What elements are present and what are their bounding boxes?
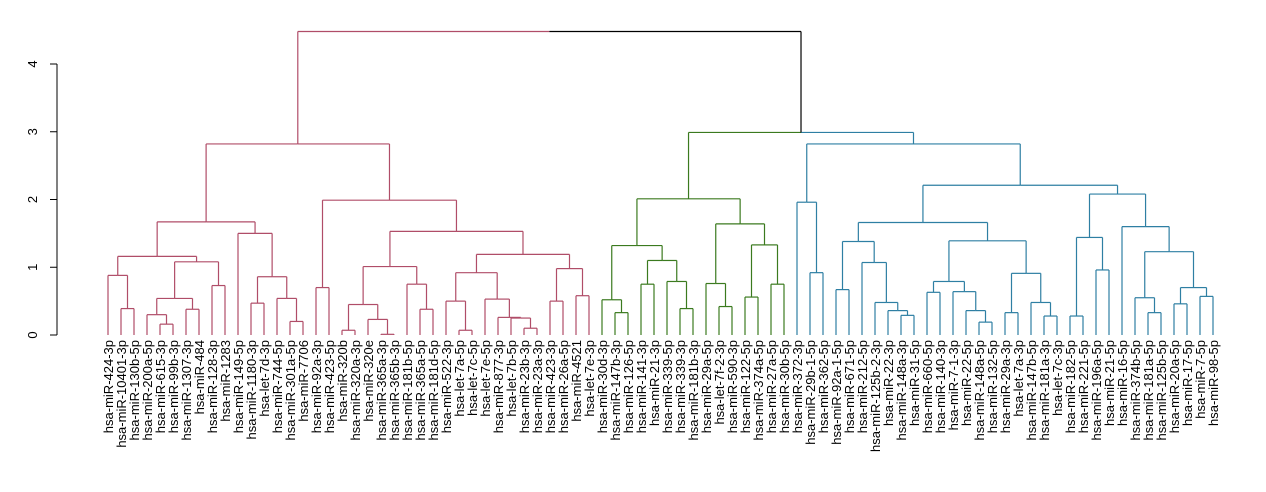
leaf-label: hsa-miR-1307-3p bbox=[179, 340, 194, 440]
leaf-label: hsa-miR-29a-5p bbox=[699, 340, 714, 433]
leaf-label: hsa-miR-320a-3p bbox=[348, 340, 363, 440]
leaf-label: hsa-let-7a-3p bbox=[1011, 340, 1026, 417]
leaf-label: hsa-miR-30d-3p bbox=[595, 340, 610, 433]
leaf-label: hsa-miR-98-5p bbox=[1206, 340, 1221, 426]
leaf-label: hsa-miR-26a-5p bbox=[556, 340, 571, 433]
leaf-label: hsa-miR-423-3p bbox=[543, 340, 558, 433]
y-tick-label: 2 bbox=[25, 196, 40, 203]
leaf-label: hsa-miR-29a-3p bbox=[998, 340, 1013, 433]
leaf-label: hsa-miR-30b-5p bbox=[777, 340, 792, 433]
leaf-label: hsa-miR-1180-3p bbox=[244, 340, 259, 439]
leaf-label: hsa-miR-22-3p bbox=[881, 340, 896, 426]
leaf-label: hsa-miR-21-5p bbox=[1102, 340, 1117, 426]
leaf-label: hsa-miR-147b-5p bbox=[1024, 340, 1039, 440]
leaf-labels: hsa-miR-424-3phsa-miR-10401-3phsa-miR-13… bbox=[101, 340, 1221, 452]
y-tick-label: 0 bbox=[25, 331, 40, 338]
leaf-label: hsa-miR-10401-3p bbox=[114, 340, 129, 448]
y-tick-label: 1 bbox=[25, 264, 40, 271]
leaf-label: hsa-miR-16-5p bbox=[1115, 340, 1130, 426]
leaf-label: hsa-miR-365a-3p bbox=[374, 340, 389, 440]
leaf-label: hsa-miR-1283 bbox=[218, 340, 233, 422]
leaf-label: hsa-miR-128-3p bbox=[205, 340, 220, 433]
leaf-label: hsa-miR-22-5p bbox=[959, 340, 974, 426]
leaf-label: hsa-let-7c-5p bbox=[465, 340, 480, 416]
leaf-label: hsa-miR-147b-3p bbox=[608, 340, 623, 440]
leaf-label: hsa-miR-221-5p bbox=[1076, 340, 1091, 433]
leaf-label: hsa-miR-126-5p bbox=[621, 340, 636, 433]
y-tick-label: 4 bbox=[25, 60, 40, 67]
leaf-label: hsa-miR-181a-3p bbox=[1037, 340, 1052, 440]
leaf-label: hsa-miR-140-3p bbox=[933, 340, 948, 433]
leaf-label: hsa-miR-182-5p bbox=[1063, 340, 1078, 433]
leaf-label: hsa-let-7e-5p bbox=[478, 340, 493, 417]
leaf-label: hsa-miR-181b-5p bbox=[400, 340, 415, 440]
leaf-label: hsa-miR-374a-5p bbox=[751, 340, 766, 440]
leaf-label: hsa-miR-877-3p bbox=[491, 340, 506, 433]
leaf-label: hsa-miR-374b-5p bbox=[1128, 340, 1143, 440]
y-tick-label: 3 bbox=[25, 128, 40, 135]
leaf-label: hsa-miR-365a-5p bbox=[413, 340, 428, 440]
leaf-label: hsa-miR-7-5p bbox=[1193, 340, 1208, 419]
leaf-label: hsa-miR-181a-5p bbox=[1141, 340, 1156, 440]
leaf-label: hsa-miR-4521 bbox=[569, 340, 584, 422]
leaf-label: hsa-miR-320b bbox=[335, 340, 350, 422]
leaf-label: hsa-let-7f-2-3p bbox=[712, 340, 727, 425]
leaf-label: hsa-let-7d-3p bbox=[257, 340, 272, 417]
leaf-label: hsa-miR-484 bbox=[192, 340, 207, 414]
leaf-label: hsa-miR-423-5p bbox=[322, 340, 337, 433]
leaf-label: hsa-miR-141-3p bbox=[634, 340, 649, 433]
leaf-label: hsa-miR-365b-3p bbox=[387, 340, 402, 440]
leaf-label: hsa-miR-320e bbox=[361, 340, 376, 422]
leaf-label: hsa-miR-149-5p bbox=[231, 340, 246, 433]
leaf-label: hsa-miR-148a-5p bbox=[972, 340, 987, 440]
leaf-label: hsa-miR-23b-3p bbox=[517, 340, 532, 433]
leaf-label: hsa-miR-23a-3p bbox=[530, 340, 545, 433]
leaf-label: hsa-miR-671-5p bbox=[842, 340, 857, 433]
leaf-label: hsa-miR-7-1-3p bbox=[946, 340, 961, 430]
leaf-label: hsa-miR-744-5p bbox=[270, 340, 285, 433]
leaf-label: hsa-miR-7706 bbox=[296, 340, 311, 422]
leaf-label: hsa-miR-301a-5p bbox=[283, 340, 298, 440]
leaf-label: hsa-miR-660-5p bbox=[920, 340, 935, 433]
leaf-label: hsa-miR-92a-3p bbox=[309, 340, 324, 433]
leaf-label: hsa-miR-21-3p bbox=[647, 340, 662, 426]
dendrogram-branches bbox=[107, 30, 1214, 335]
leaf-label: hsa-miR-125b-2-3p bbox=[868, 340, 883, 452]
leaf-label: hsa-miR-92a-1-5p bbox=[829, 340, 844, 445]
leaf-label: hsa-miR-27a-5p bbox=[764, 340, 779, 433]
leaf-label: hsa-miR-29b-1-5p bbox=[803, 340, 818, 445]
leaf-label: hsa-miR-125b-5p bbox=[1154, 340, 1169, 440]
leaf-label: hsa-let-7c-3p bbox=[1050, 340, 1065, 416]
leaf-label: hsa-let-7a-5p bbox=[452, 340, 467, 417]
leaf-label: hsa-miR-200a-5p bbox=[140, 340, 155, 440]
leaf-label: hsa-miR-372-3p bbox=[790, 340, 805, 433]
leaf-label: hsa-miR-196a-5p bbox=[1089, 340, 1104, 440]
leaf-label: hsa-miR-148a-3p bbox=[894, 340, 909, 440]
leaf-label: hsa-let-7e-3p bbox=[582, 340, 597, 417]
leaf-label: hsa-miR-362-5p bbox=[816, 340, 831, 433]
leaf-label: hsa-miR-122-5p bbox=[738, 340, 753, 433]
leaf-label: hsa-let-7b-5p bbox=[504, 340, 519, 417]
leaf-label: hsa-miR-339-3p bbox=[673, 340, 688, 433]
leaf-label: hsa-miR-590-3p bbox=[725, 340, 740, 433]
leaf-label: hsa-miR-99b-3p bbox=[166, 340, 181, 433]
leaf-label: hsa-miR-31-5p bbox=[907, 340, 922, 426]
leaf-label: hsa-miR-17-5p bbox=[1180, 340, 1195, 426]
leaf-label: hsa-miR-339-5p bbox=[660, 340, 675, 433]
leaf-label: hsa-miR-181b-3p bbox=[686, 340, 701, 440]
leaf-label: hsa-miR-132-5p bbox=[985, 340, 1000, 433]
leaf-label: hsa-miR-212-5p bbox=[855, 340, 870, 433]
leaf-label: hsa-miR-615-3p bbox=[153, 340, 168, 433]
leaf-label: hsa-miR-130b-5p bbox=[127, 340, 142, 440]
leaf-label: hsa-miR-522-3p bbox=[439, 340, 454, 433]
leaf-label: hsa-miR-20a-5p bbox=[1167, 340, 1182, 433]
y-axis: 0 1 2 3 4 bbox=[25, 60, 58, 339]
leaf-label: hsa-miR-424-3p bbox=[101, 340, 116, 433]
leaf-label: hsa-miR-181d-5p bbox=[426, 340, 441, 440]
